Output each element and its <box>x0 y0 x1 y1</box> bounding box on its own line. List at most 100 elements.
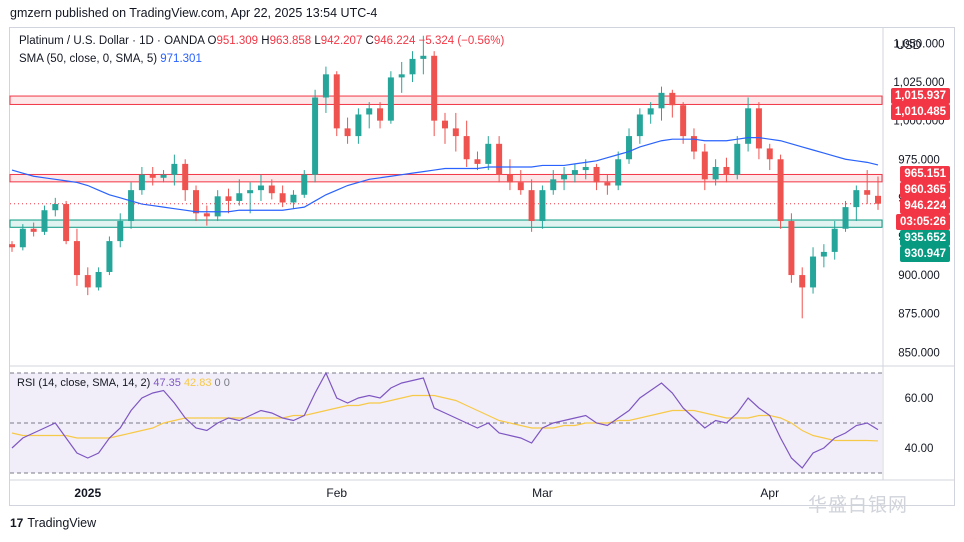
candle-body <box>431 55 438 121</box>
candle-body <box>517 182 524 191</box>
candle-body <box>582 166 589 171</box>
candle-body <box>550 179 557 191</box>
price-badge: 1,015.937 <box>890 88 950 105</box>
candle-body <box>745 108 752 144</box>
rsi-extra: 0 0 <box>214 377 230 389</box>
change-value: −5.324 (−0.56%) <box>418 35 505 47</box>
candle-body <box>647 108 654 115</box>
candle-body <box>528 190 535 222</box>
candle-body <box>463 136 470 160</box>
symbol-legend: Platinum / U.S. Dollar · 1D · OANDA O951… <box>19 35 504 47</box>
symbol-name[interactable]: Platinum / U.S. Dollar · 1D · OANDA <box>19 35 205 47</box>
price-badge: 03:05:26 <box>895 214 950 231</box>
candle-body <box>420 55 427 59</box>
candle-body <box>723 166 730 175</box>
candle-body <box>73 241 80 276</box>
candle-body <box>875 195 881 204</box>
candle-body <box>279 193 286 203</box>
candle-body <box>853 190 860 208</box>
price-badge: 1,010.485 <box>890 104 950 121</box>
rsi-tick-label: 40.00 <box>905 443 934 455</box>
low-label: L <box>314 35 321 47</box>
sma-line <box>11 137 879 213</box>
tradingview-logo-icon: 17 <box>10 516 24 530</box>
candle-body <box>19 228 26 248</box>
price-tick-label: 850.000 <box>898 347 940 359</box>
chart-frame <box>9 27 955 506</box>
candle-body <box>171 163 178 175</box>
candle-body <box>690 136 697 152</box>
candle-body <box>225 196 232 201</box>
price-tick-label: 900.000 <box>898 270 940 282</box>
candle-body <box>214 196 221 217</box>
close-value: 946.224 <box>373 35 416 47</box>
candle-body <box>398 74 405 78</box>
candle-body <box>680 105 687 137</box>
candle-body <box>593 166 600 183</box>
sma-legend[interactable]: SMA (50, close, 0, SMA, 5) 971.301 <box>19 53 202 65</box>
tradingview-logo[interactable]: 17 TradingView <box>10 516 96 530</box>
currency-label[interactable]: USD <box>896 38 922 52</box>
resistance-zone-2 <box>9 173 883 183</box>
candle-body <box>799 275 806 288</box>
publisher-line: gmzern published on TradingView.com, Apr… <box>10 6 378 20</box>
price-tick-label: 1,025.000 <box>893 77 944 89</box>
candles <box>9 35 881 319</box>
candle-body <box>84 275 91 288</box>
rsi-label: RSI (14, close, SMA, 14, 2) <box>17 377 151 389</box>
candle-body <box>734 143 741 175</box>
candle-body <box>604 182 611 186</box>
rsi-legend[interactable]: RSI (14, close, SMA, 14, 2) 47.35 42.83 … <box>17 377 230 389</box>
price-badge: 965.151 <box>900 166 950 183</box>
candle-body <box>312 97 319 175</box>
sma-value: 971.301 <box>160 53 202 65</box>
candle-body <box>268 185 275 194</box>
candle-body <box>409 58 416 75</box>
close-label: C <box>365 35 374 47</box>
low-value: 942.207 <box>320 35 363 47</box>
candle-body <box>63 204 70 242</box>
candle-body <box>290 194 297 203</box>
price-badge: 946.224 <box>900 198 950 215</box>
candle-body <box>626 136 633 160</box>
candle-body <box>766 148 773 160</box>
candle-body <box>95 271 102 288</box>
candle-body <box>820 251 827 257</box>
price-tick-label: 875.000 <box>898 309 940 321</box>
candle-body <box>669 92 676 106</box>
candle-body <box>842 207 849 229</box>
candle-body <box>442 120 448 129</box>
candle-body <box>777 159 784 222</box>
time-tick-label: Mar <box>532 486 553 500</box>
candle-body <box>615 159 622 186</box>
candle-body <box>539 190 546 222</box>
rsi-line <box>11 371 879 469</box>
candle-body <box>128 190 135 222</box>
candle-body <box>257 185 264 191</box>
candle-body <box>247 190 254 194</box>
time-tick-label: Apr <box>760 486 779 500</box>
candle-body <box>9 244 15 248</box>
candle-body <box>864 190 871 195</box>
candle-body <box>658 92 665 109</box>
price-tick-label: 1,050.000 <box>893 38 944 50</box>
candle-body <box>452 128 459 137</box>
rsi-sma-line <box>11 394 879 442</box>
candle-body <box>355 114 362 137</box>
high-value: 963.858 <box>269 35 312 47</box>
candle-body <box>344 128 351 137</box>
candle-body <box>366 108 373 115</box>
candle-body <box>182 163 189 191</box>
candle-body <box>52 204 59 211</box>
open-label: O <box>207 35 217 47</box>
candle-body <box>496 143 503 175</box>
candle-body <box>160 174 167 178</box>
candle-body <box>636 114 643 137</box>
support-zone <box>9 219 883 228</box>
candle-body <box>810 256 817 288</box>
open-value: 951.309 <box>216 35 259 47</box>
watermark: 华盛白银网 <box>808 495 909 516</box>
price-badge: 960.365 <box>900 182 950 199</box>
candle-body <box>193 190 200 214</box>
